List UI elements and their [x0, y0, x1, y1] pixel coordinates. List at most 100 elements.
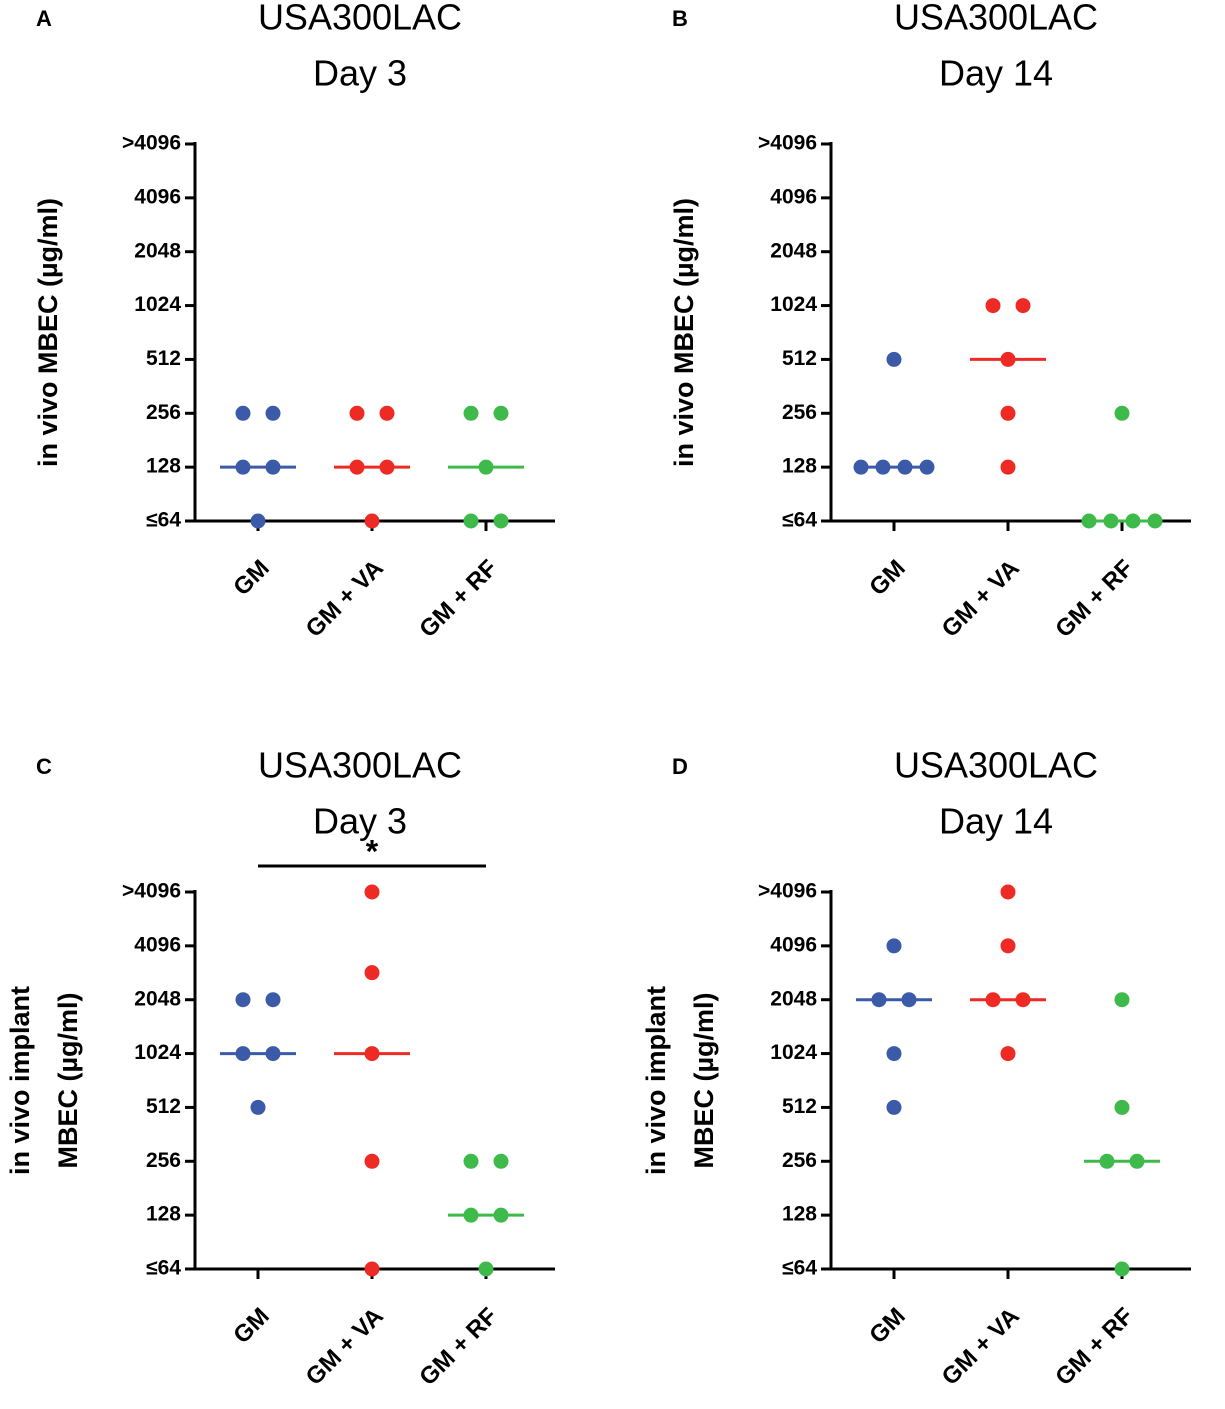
data-point: [1000, 405, 1016, 421]
data-point: [265, 405, 281, 421]
data-point: [364, 1153, 380, 1169]
x-tick-label: GM + RF: [1050, 555, 1138, 643]
data-point: [886, 1099, 902, 1115]
data-point: [463, 513, 479, 529]
y-tick-label: 2048: [770, 987, 817, 1010]
chart-title: USA300LAC: [258, 745, 462, 786]
data-point: [364, 513, 380, 529]
chart-title: Day 3: [313, 53, 407, 94]
data-point: [250, 513, 266, 529]
chart-title: USA300LAC: [894, 745, 1098, 786]
x-tick-label: GM: [228, 555, 274, 601]
data-point: [463, 1153, 479, 1169]
data-point: [493, 513, 509, 529]
data-point: [886, 351, 902, 367]
data-point: [235, 405, 251, 421]
x-tick-label: GM + RF: [1050, 1303, 1138, 1391]
data-point: [364, 1261, 380, 1277]
data-point: [985, 298, 1001, 314]
x-tick-label: GM + RF: [414, 1303, 502, 1391]
y-tick-label: 128: [782, 455, 817, 478]
data-point: [1000, 459, 1016, 475]
x-tick-label: GM + VA: [937, 1303, 1025, 1391]
data-point: [1114, 1099, 1130, 1115]
panel-letter: D: [672, 754, 688, 779]
x-tick-label: GM: [228, 1303, 274, 1349]
panel: D USA300LAC Day 14 in vivo implant MBEC (µg/…: [641, 745, 1191, 1391]
x-tick-label: GM: [864, 1303, 910, 1349]
data-point: [1000, 884, 1016, 900]
y-tick-label: 256: [146, 1149, 181, 1172]
y-tick-label: 128: [146, 1203, 181, 1226]
panel: C USA300LAC Day 3 in vivo implant MBEC (µg/m…: [5, 745, 555, 1391]
y-axis-label: in vivo MBEC (µg/ml): [669, 198, 699, 467]
y-tick-label: ≤64: [146, 509, 181, 532]
chart-title: USA300LAC: [894, 0, 1098, 38]
y-tick-label: 1024: [134, 1041, 181, 1064]
data-point: [1015, 298, 1031, 314]
x-tick-label: GM + VA: [301, 555, 389, 643]
data-point: [493, 1153, 509, 1169]
y-tick-label: 256: [146, 401, 181, 424]
data-point: [493, 405, 509, 421]
y-axis-label: in vivo MBEC (µg/ml): [33, 198, 63, 467]
y-axis-label: in vivo implant: [641, 986, 671, 1175]
y-tick-label: >4096: [122, 880, 181, 903]
y-tick-label: >4096: [122, 132, 181, 155]
x-tick-label: GM + VA: [937, 555, 1025, 643]
y-tick-label: 128: [782, 1203, 817, 1226]
chart-title: USA300LAC: [258, 0, 462, 38]
y-tick-label: 2048: [770, 239, 817, 262]
chart-title: Day 3: [313, 801, 407, 842]
panel-letter: A: [36, 6, 52, 31]
data-point: [364, 884, 380, 900]
data-point: [265, 992, 281, 1008]
y-axis-label: in vivo implant: [5, 986, 35, 1175]
y-tick-label: 2048: [134, 239, 181, 262]
y-tick-label: >4096: [758, 880, 817, 903]
y-tick-label: 1024: [134, 293, 181, 316]
y-tick-label: 4096: [770, 933, 817, 956]
data-point: [1114, 1261, 1130, 1277]
data-point: [886, 1046, 902, 1062]
data-point: [364, 965, 380, 981]
data-point: [886, 938, 902, 954]
y-tick-label: 256: [782, 401, 817, 424]
panel: B USA300LAC Day 14 in vivo MBEC (µg/ml) ≤64 1…: [669, 0, 1191, 643]
y-tick-label: 128: [146, 455, 181, 478]
y-tick-label: 512: [146, 1095, 181, 1118]
data-point: [1114, 405, 1130, 421]
y-tick-label: 1024: [770, 293, 817, 316]
data-point: [379, 405, 395, 421]
y-tick-label: 1024: [770, 1041, 817, 1064]
data-point: [235, 992, 251, 1008]
x-tick-label: GM: [864, 555, 910, 601]
data-point: [463, 405, 479, 421]
data-point: [349, 405, 365, 421]
y-tick-label: 4096: [770, 185, 817, 208]
significance-label: *: [366, 833, 379, 869]
y-tick-label: >4096: [758, 132, 817, 155]
panel: A USA300LAC Day 3 in vivo MBEC (µg/ml) ≤64 12…: [33, 0, 555, 643]
y-tick-label: ≤64: [146, 1257, 181, 1280]
data-point: [1000, 1046, 1016, 1062]
chart-title: Day 14: [939, 801, 1053, 842]
y-tick-label: 256: [782, 1149, 817, 1172]
y-axis-label: MBEC (µg/ml): [689, 992, 719, 1168]
data-point: [1000, 938, 1016, 954]
panel-letter: B: [672, 6, 688, 31]
y-tick-label: 512: [782, 347, 817, 370]
y-tick-label: ≤64: [782, 509, 817, 532]
y-tick-label: 512: [782, 1095, 817, 1118]
y-axis-label: MBEC (µg/ml): [53, 992, 83, 1168]
data-point: [1114, 992, 1130, 1008]
x-tick-label: GM + VA: [301, 1303, 389, 1391]
data-point: [478, 1261, 494, 1277]
x-tick-label: GM + RF: [414, 555, 502, 643]
panel-letter: C: [36, 754, 52, 779]
y-tick-label: 512: [146, 347, 181, 370]
y-tick-label: 4096: [134, 933, 181, 956]
chart-title: Day 14: [939, 53, 1053, 94]
data-point: [250, 1099, 266, 1115]
